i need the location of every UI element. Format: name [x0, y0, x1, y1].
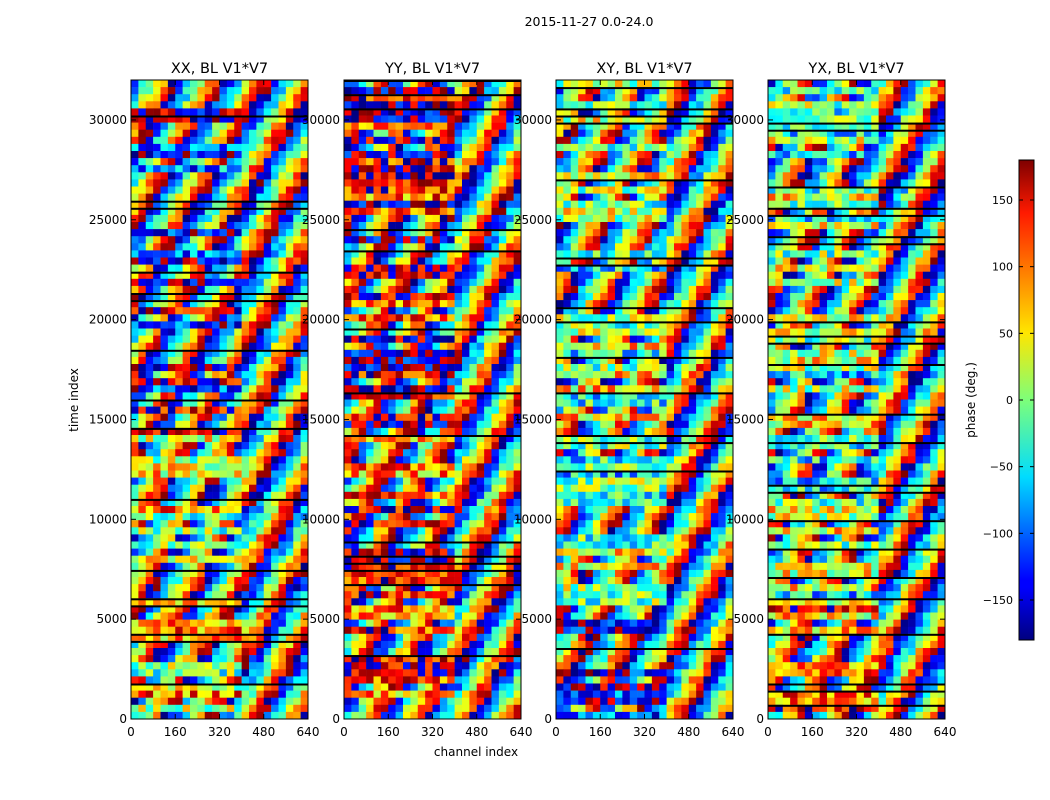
y-tick-label: 0	[544, 712, 552, 726]
y-tick-label: 25000	[302, 213, 340, 227]
y-tick-label: 25000	[514, 213, 552, 227]
y-tick-label: 30000	[302, 113, 340, 127]
y-tick-label: 10000	[514, 512, 552, 526]
x-tick-label: 320	[845, 725, 868, 739]
y-tick-label: 20000	[302, 313, 340, 327]
colorbar-tick-label: 50	[999, 327, 1013, 340]
heatmap-panel-3: XY, BL V1*V7 0 160 320 480 640 0 5000 10000 15000…	[514, 61, 745, 739]
y-tick-label: 0	[332, 712, 340, 726]
y-tick-label: 5000	[96, 612, 127, 626]
y-tick-label: 0	[119, 712, 127, 726]
heatmap-panel-1: XX, BL V1*V7 0 160 320 480 640 0 5000 10000 15000…	[89, 61, 320, 739]
x-axis-label: channel index	[434, 745, 518, 759]
y-tick-label: 0	[756, 712, 764, 726]
panel-title: XX, BL V1*V7	[171, 61, 268, 77]
x-tick-label: 640	[722, 725, 745, 739]
x-tick-label: 0	[127, 725, 135, 739]
figure-suptitle: 2015-11-27 0.0-24.0	[525, 14, 654, 29]
heatmap-panel-4: YX, BL V1*V7 0 160 320 480 640 0 5000 10000 15000…	[726, 61, 957, 739]
heatmap-image	[131, 80, 309, 720]
x-tick-label: 320	[633, 725, 656, 739]
panel-title: YY, BL V1*V7	[384, 61, 480, 77]
panel-title: XY, BL V1*V7	[596, 61, 692, 77]
colorbar-label: phase (deg.)	[964, 362, 978, 438]
x-tick-label: 480	[889, 725, 912, 739]
y-tick-label: 5000	[309, 612, 340, 626]
y-tick-label: 15000	[302, 412, 340, 426]
colorbar-tick-label: −100	[983, 527, 1013, 540]
y-tick-label: 25000	[89, 213, 127, 227]
colorbar-tick-label: 100	[992, 261, 1013, 274]
x-tick-label: 320	[421, 725, 444, 739]
panel-title: YX, BL V1*V7	[807, 61, 904, 77]
y-tick-label: 20000	[89, 313, 127, 327]
y-tick-label: 5000	[733, 612, 764, 626]
y-tick-label: 20000	[514, 313, 552, 327]
heatmap-image	[344, 80, 522, 720]
y-tick-label: 30000	[514, 113, 552, 127]
x-tick-label: 0	[552, 725, 560, 739]
x-tick-label: 160	[377, 725, 400, 739]
y-tick-label: 15000	[89, 412, 127, 426]
y-tick-label: 10000	[302, 512, 340, 526]
colorbar-tick-label: 0	[1006, 394, 1013, 407]
colorbar: −150 −100 −50 0 50 100 150 phase (deg.)	[964, 159, 1035, 641]
heatmap-image	[768, 80, 946, 720]
y-axis-label: time index	[67, 368, 81, 432]
x-tick-label: 480	[252, 725, 275, 739]
heatmap-panels: XX, BL V1*V7 0 160 320 480 640 0 5000 10000 15000…	[89, 61, 957, 739]
x-tick-label: 0	[764, 725, 772, 739]
colorbar-tick-label: −50	[990, 461, 1013, 474]
colorbar-tick-label: 150	[992, 194, 1013, 207]
colorbar-tick-label: −150	[983, 594, 1013, 607]
y-tick-label: 15000	[726, 412, 764, 426]
y-tick-label: 25000	[726, 213, 764, 227]
x-tick-label: 640	[510, 725, 533, 739]
x-tick-label: 640	[934, 725, 957, 739]
y-tick-label: 30000	[89, 113, 127, 127]
y-tick-label: 5000	[521, 612, 552, 626]
heatmap-panel-2: YY, BL V1*V7 0 160 320 480 640 0 5000 10000 15000…	[302, 61, 533, 739]
x-tick-label: 480	[677, 725, 700, 739]
x-tick-label: 160	[164, 725, 187, 739]
heatmap-image	[556, 80, 734, 720]
x-tick-label: 160	[801, 725, 824, 739]
x-tick-label: 0	[340, 725, 348, 739]
y-tick-label: 15000	[514, 412, 552, 426]
y-tick-label: 30000	[726, 113, 764, 127]
x-tick-label: 480	[465, 725, 488, 739]
x-tick-label: 320	[208, 725, 231, 739]
y-tick-label: 10000	[89, 512, 127, 526]
y-tick-label: 20000	[726, 313, 764, 327]
x-tick-label: 640	[297, 725, 320, 739]
y-tick-label: 10000	[726, 512, 764, 526]
x-tick-label: 160	[589, 725, 612, 739]
